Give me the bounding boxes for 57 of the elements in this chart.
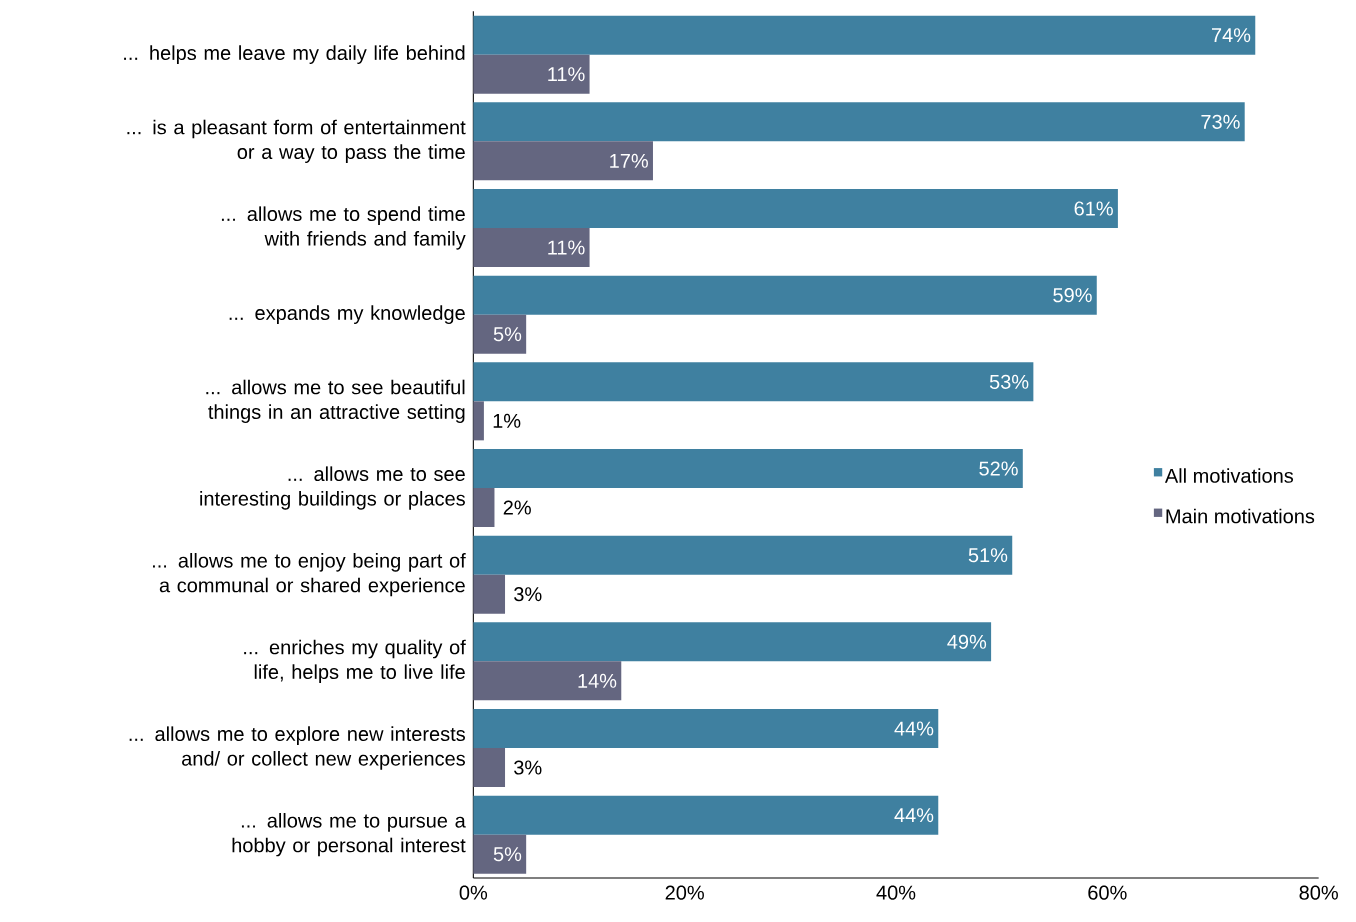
bar [473,141,653,181]
data-label: 5% [493,847,522,862]
bar [473,189,1118,229]
data-label: 53% [989,374,1029,389]
bar [473,15,1256,55]
data-label: 17% [610,153,648,168]
bar [473,275,1097,315]
data-label: 44% [894,808,934,823]
bar [473,661,622,701]
y-tick-label: ... allows me to see interesting buildings or places [200,466,465,510]
bar [473,314,527,354]
data-label: 73% [1201,114,1240,129]
data-label: 44% [894,721,934,736]
bar [473,748,506,788]
y-tick-label: ... allows me to pursue a hobby or personal interest [232,813,466,857]
bar [473,709,939,749]
data-label: 61% [1074,201,1113,216]
y-tick-label: ... helps me leave my daily life behind [124,45,465,64]
x-tick-label: 40% [876,885,916,900]
bar [473,622,992,662]
bar [473,574,506,614]
bar [473,488,495,528]
legend-label: All motivations [1164,468,1294,483]
bar [473,834,527,874]
y-tick-label: ... is a pleasant form of entertainment or a way to pass the time [127,119,466,163]
y-tick-label: ... expands my knowledge [229,305,465,324]
bar [473,228,590,268]
data-label: 3% [514,760,542,775]
bar [473,401,484,441]
y-tick-label: ... enriches my quality of life, helps me to live life [244,639,466,683]
data-label: 51% [968,548,1008,563]
data-label: 1% [493,413,521,428]
data-label: 11% [548,67,585,82]
x-tick-label: 0% [459,885,488,900]
bar [473,362,1034,402]
y-tick-label: ... allows me to spend time with friends and family [221,206,466,250]
x-tick-label: 60% [1088,885,1127,900]
data-label: 5% [493,327,522,342]
bar [473,795,939,835]
bar [473,102,1245,142]
data-label: 3% [514,587,542,602]
y-tick-label: ... allows me to enjoy being part of a communal or shared experience [153,553,466,597]
x-tick-label: 20% [665,885,704,900]
data-label: 14% [578,673,617,688]
data-label: 2% [503,500,531,515]
data-label: 74% [1212,28,1251,43]
bar [473,535,1013,575]
data-label: 59% [1053,288,1092,303]
data-label: 11% [548,240,585,255]
data-label: 52% [979,461,1018,476]
bar [473,449,1023,489]
data-label: 49% [947,634,987,649]
y-tick-label: ... allows me to explore new interests and/ or collect new experiences [129,726,465,770]
x-tick-label: 80% [1299,885,1338,900]
legend-label: Main motivations [1166,508,1315,524]
bar [473,54,590,94]
y-tick-label: ... allows me to see beautiful things in an attractive setting [206,379,465,423]
